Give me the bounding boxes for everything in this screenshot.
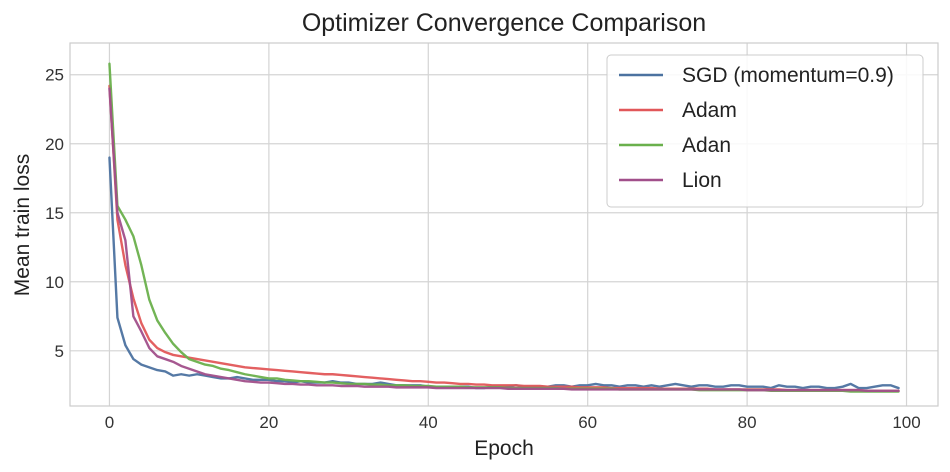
- legend-label: Adan: [682, 134, 731, 157]
- x-tick-label: 0: [105, 413, 114, 432]
- x-tick-label: 100: [892, 413, 920, 432]
- x-tick-label: 80: [738, 413, 757, 432]
- series-lines: [108, 62, 900, 393]
- y-tick-label: 5: [55, 342, 64, 361]
- plot-border: [69, 42, 939, 407]
- y-tick-label: 10: [45, 273, 64, 292]
- chart-title: Optimizer Convergence Comparison: [302, 9, 706, 37]
- series-line-4: [108, 87, 900, 393]
- legend-label: Adam: [682, 99, 737, 122]
- x-tick-label: 40: [419, 413, 438, 432]
- x-tick-label: 60: [578, 413, 597, 432]
- legend-box: [606, 54, 924, 208]
- y-tick-label: 15: [45, 204, 64, 223]
- plot-frame: [69, 42, 939, 407]
- x-tick-label: 20: [259, 413, 278, 432]
- x-axis-title: Epoch: [474, 437, 534, 460]
- legend-label: SGD (momentum=0.9): [682, 64, 894, 87]
- y-axis-title: Mean train loss: [11, 154, 34, 296]
- y-tick-label: 25: [45, 66, 64, 85]
- tick-labels: 0 20 40 60 80 100 5 10 15 20 25: [45, 66, 921, 432]
- y-tick-label: 20: [45, 135, 64, 154]
- legend-label: Lion: [682, 169, 722, 192]
- legend: SGD (momentum=0.9) Adam Adan Lion: [606, 54, 924, 208]
